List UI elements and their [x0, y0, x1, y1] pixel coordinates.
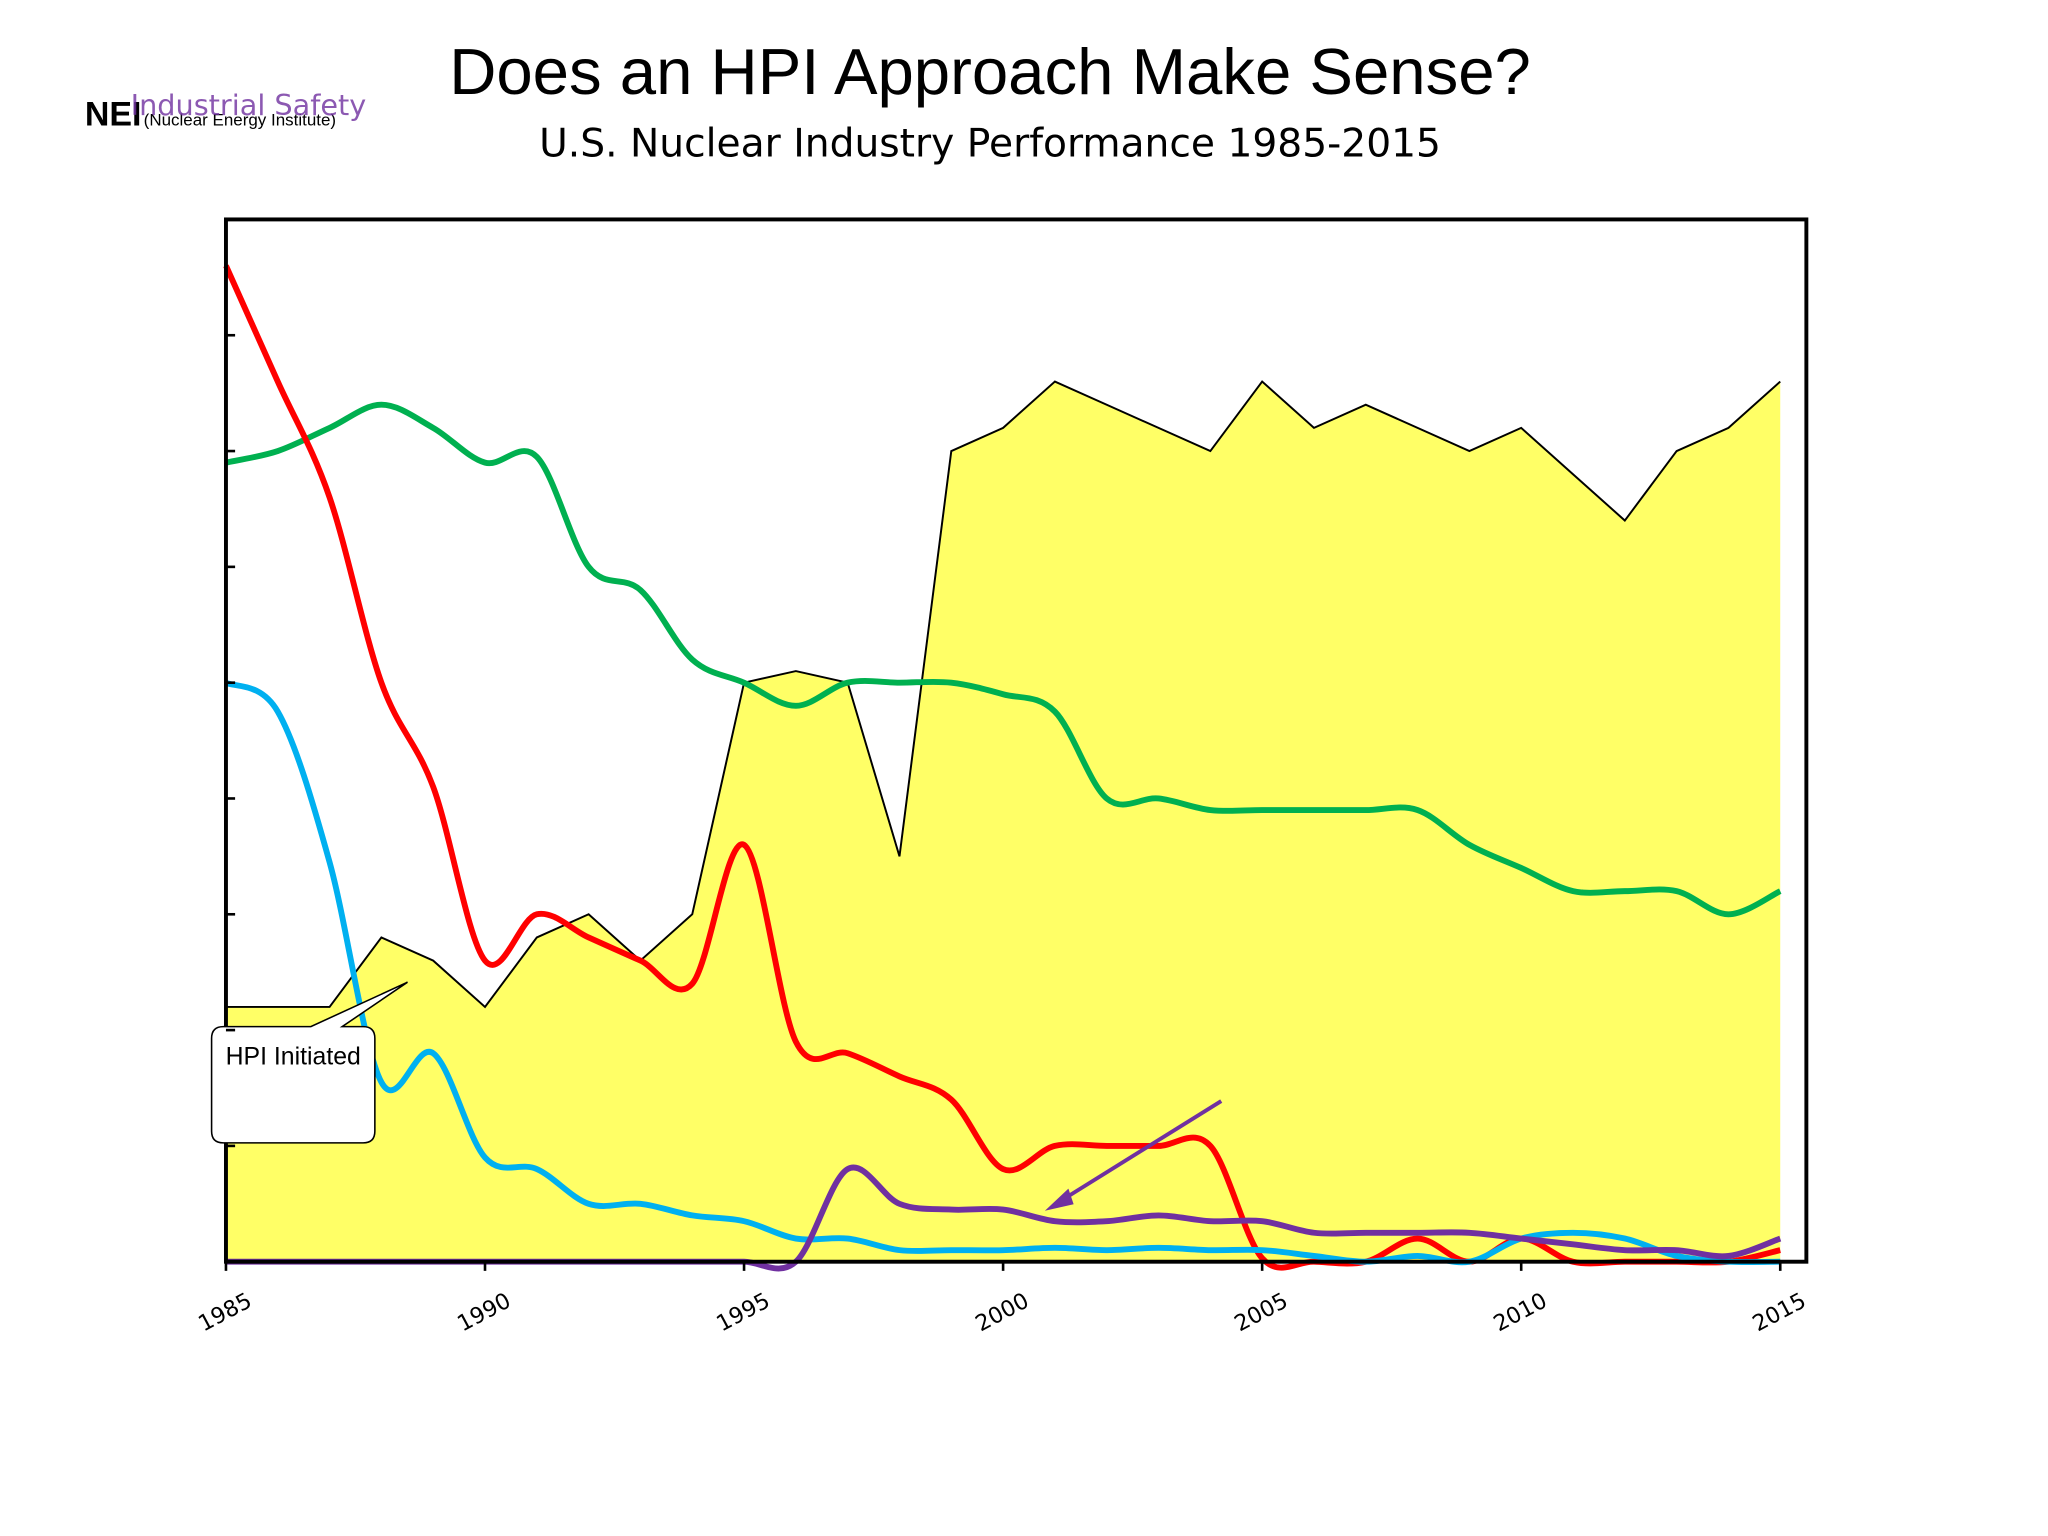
callout-box [210, 981, 408, 1144]
chart-title: Does an HPI Approach Make Sense? [449, 35, 1531, 108]
plot [223, 264, 1782, 1272]
line [225, 401, 1782, 918]
logo-overlay: Industrial Safety [131, 88, 367, 122]
callout: HPI Initiated [225, 1043, 361, 1072]
logo-caption: (Nuclear Energy Institute) [144, 110, 336, 129]
line [224, 679, 1781, 1266]
chart-subtitle: U.S. Nuclear Industry Performance 1985-2… [539, 122, 1441, 167]
logo: NEI [85, 95, 142, 133]
callout-text: HPI Initiated [225, 1043, 361, 1072]
arrow-head [1044, 1188, 1074, 1211]
arrow [1054, 1099, 1223, 1206]
area-outline [225, 380, 1781, 1009]
area [225, 381, 1781, 1262]
plot-frame [224, 217, 1809, 1264]
